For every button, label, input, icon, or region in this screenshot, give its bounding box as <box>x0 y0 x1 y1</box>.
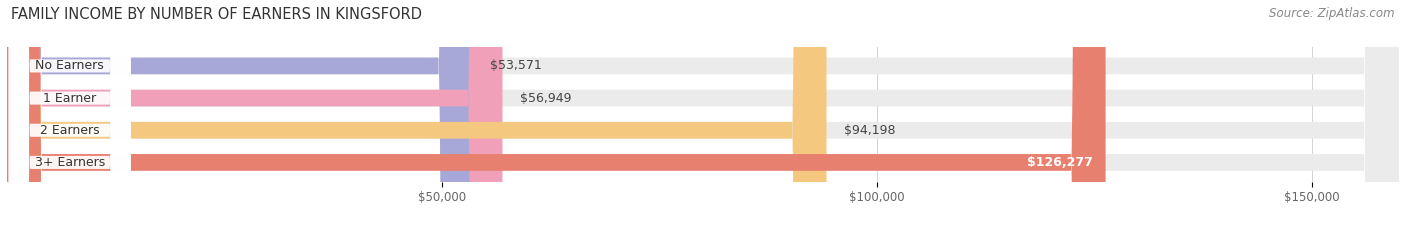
Text: FAMILY INCOME BY NUMBER OF EARNERS IN KINGSFORD: FAMILY INCOME BY NUMBER OF EARNERS IN KI… <box>11 7 422 22</box>
Text: 2 Earners: 2 Earners <box>39 124 100 137</box>
FancyBboxPatch shape <box>7 0 1399 233</box>
Text: Source: ZipAtlas.com: Source: ZipAtlas.com <box>1270 7 1395 20</box>
Text: $56,949: $56,949 <box>520 92 571 105</box>
Text: $53,571: $53,571 <box>491 59 543 72</box>
Text: $126,277: $126,277 <box>1026 156 1092 169</box>
FancyBboxPatch shape <box>8 0 131 233</box>
FancyBboxPatch shape <box>8 0 131 233</box>
Text: No Earners: No Earners <box>35 59 104 72</box>
FancyBboxPatch shape <box>7 0 827 233</box>
Text: 3+ Earners: 3+ Earners <box>35 156 105 169</box>
FancyBboxPatch shape <box>7 0 472 233</box>
FancyBboxPatch shape <box>8 0 131 233</box>
FancyBboxPatch shape <box>8 0 131 233</box>
FancyBboxPatch shape <box>7 0 502 233</box>
FancyBboxPatch shape <box>7 0 1399 233</box>
FancyBboxPatch shape <box>7 0 1105 233</box>
Text: $94,198: $94,198 <box>844 124 896 137</box>
FancyBboxPatch shape <box>7 0 1399 233</box>
Text: 1 Earner: 1 Earner <box>44 92 96 105</box>
FancyBboxPatch shape <box>7 0 1399 233</box>
